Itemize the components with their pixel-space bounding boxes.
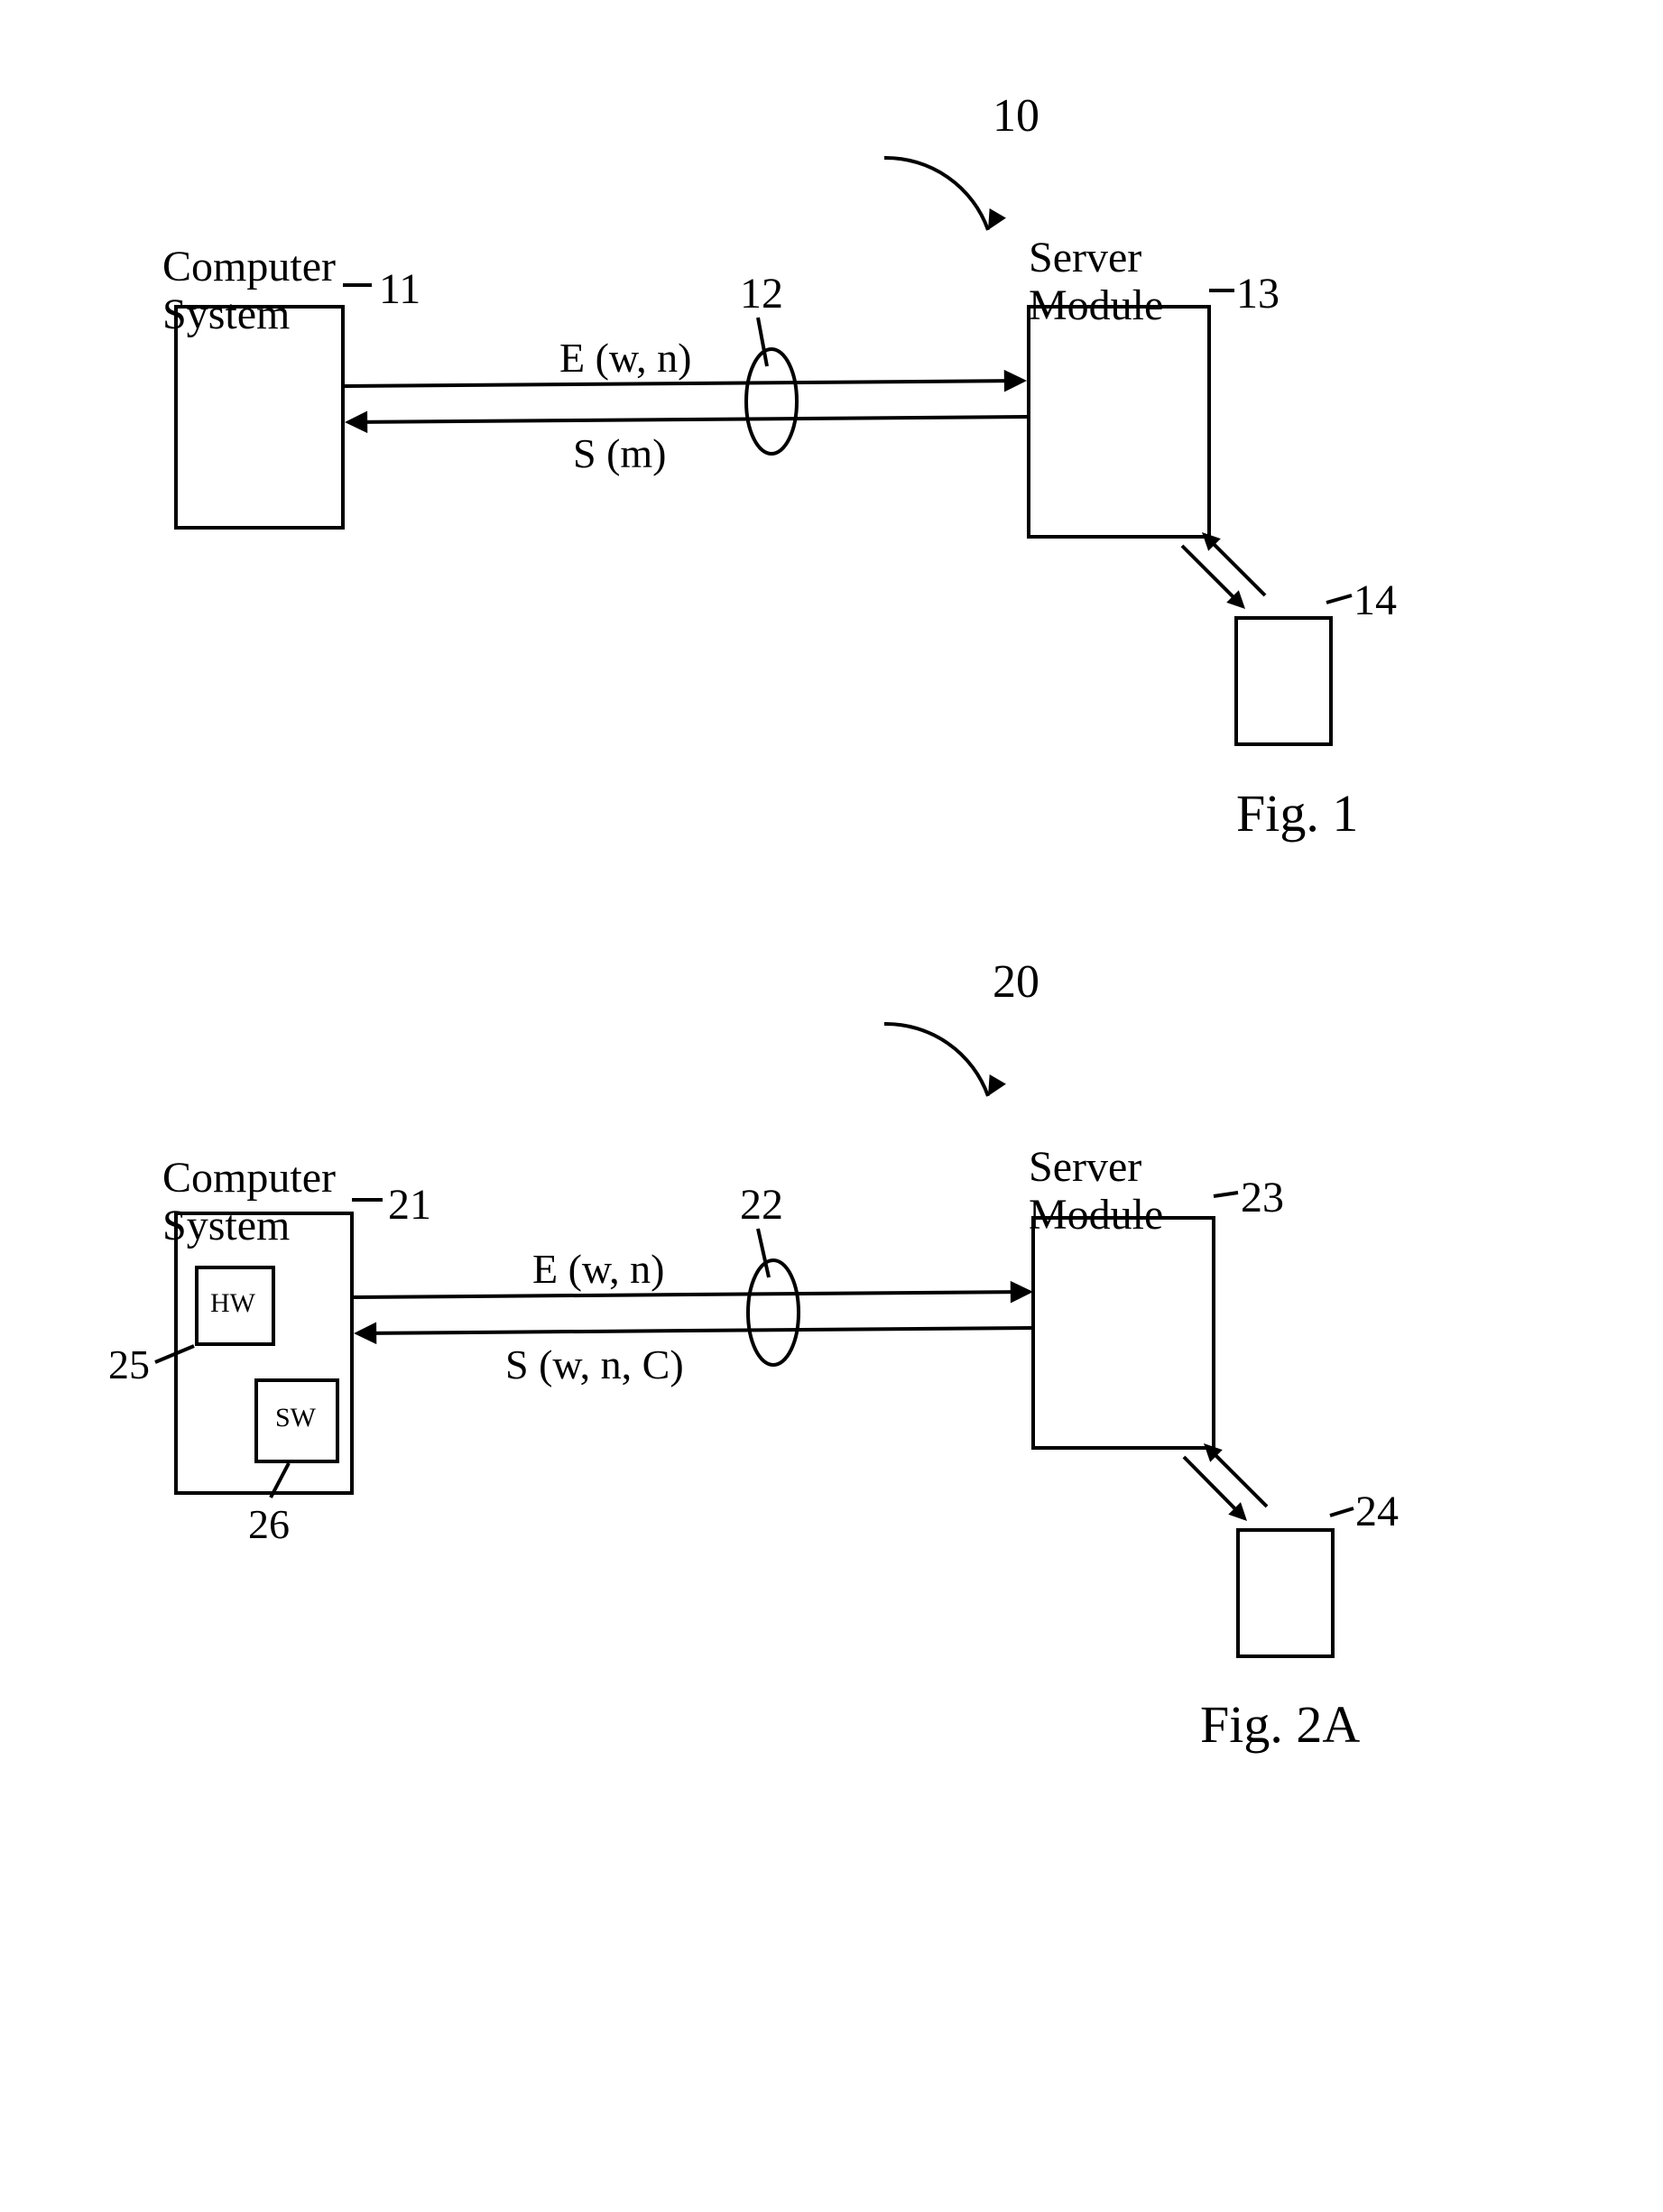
fig2a-link-number: 22: [740, 1182, 783, 1230]
fig2a-link-l-label: S (w, n, C): [505, 1342, 684, 1388]
fig1-caption: Fig. 1: [1236, 785, 1358, 843]
fig1-ref-number: 10: [993, 90, 1039, 142]
fig2a-db-number: 24: [1355, 1488, 1399, 1536]
fig2a-sm-number: 23: [1241, 1175, 1284, 1222]
fig2a-cs-number: 21: [388, 1182, 431, 1230]
fig2a-link-r-label: E (w, n): [532, 1247, 664, 1293]
fig2a-hw-label: HW: [210, 1288, 255, 1318]
fig1-sm-title: Server Module: [1029, 235, 1163, 330]
fig2a-caption: Fig. 2A: [1200, 1696, 1360, 1754]
fig2a-ref-number: 20: [993, 956, 1039, 1008]
fig1-link-r-label: E (w, n): [559, 336, 691, 382]
fig1-cs-title: Computer System: [162, 244, 336, 339]
fig2a-sw-label: SW: [275, 1403, 316, 1433]
fig1-db-number: 14: [1353, 577, 1397, 625]
fig1-sm-number: 13: [1236, 271, 1280, 318]
fig2a-sm-title: Server Module: [1029, 1144, 1163, 1240]
fig2a-cs-title: Computer System: [162, 1155, 336, 1250]
fig1-link-number: 12: [740, 271, 783, 318]
fig2a-sw-number: 26: [248, 1502, 290, 1548]
fig2a-hw-number: 25: [108, 1342, 150, 1388]
fig1-link-l-label: S (m): [573, 431, 667, 477]
fig1-cs-number: 11: [379, 266, 420, 314]
